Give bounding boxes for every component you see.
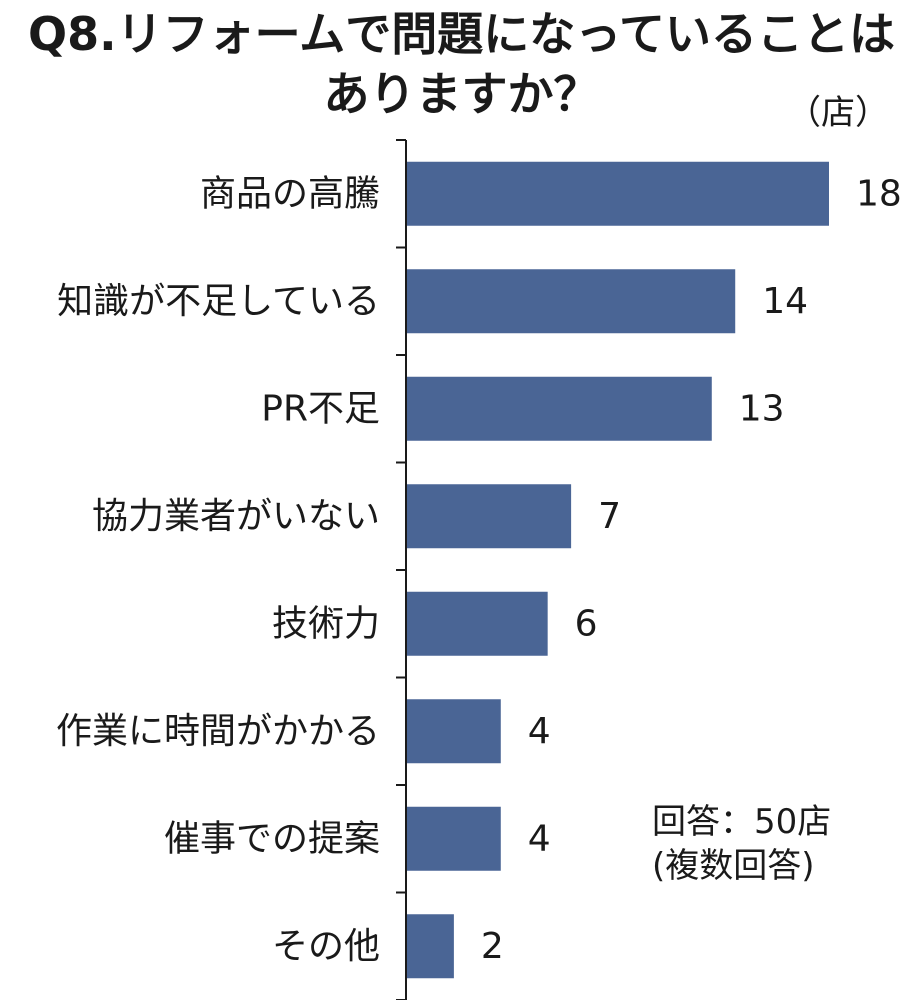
value-label: 14 xyxy=(762,281,808,322)
bar xyxy=(407,269,736,334)
category-label: PR不足 xyxy=(261,388,380,429)
bar xyxy=(407,914,454,979)
bar xyxy=(407,484,572,549)
value-label: 7 xyxy=(598,496,621,537)
category-label: 技術力 xyxy=(272,603,380,644)
category-label: 商品の高騰 xyxy=(200,173,380,214)
bar xyxy=(407,806,501,871)
category-label: その他 xyxy=(272,926,380,967)
chart-title-line-1: Q8.リフォームで問題になっていることは xyxy=(28,7,895,61)
value-label: 2 xyxy=(481,926,504,967)
value-label: 13 xyxy=(739,388,785,429)
chart-title-line-2: ありますか？ xyxy=(323,67,600,121)
bar xyxy=(407,376,712,441)
value-label: 18 xyxy=(856,173,902,214)
category-label: 催事での提案 xyxy=(164,818,380,859)
note-label: 回答：50店 xyxy=(652,802,831,842)
bar xyxy=(407,591,548,656)
value-label: 4 xyxy=(528,711,551,752)
category-label: 作業に時間がかかる xyxy=(56,711,380,752)
unit-label: （店） xyxy=(787,93,889,133)
value-label: 4 xyxy=(528,818,551,859)
note-label: (複数回答) xyxy=(652,846,815,886)
category-label: 協力業者がいない xyxy=(92,496,380,537)
category-label: 知識が不足している xyxy=(57,281,380,322)
bar xyxy=(407,161,829,226)
value-label: 6 xyxy=(575,603,598,644)
bar xyxy=(407,699,501,764)
